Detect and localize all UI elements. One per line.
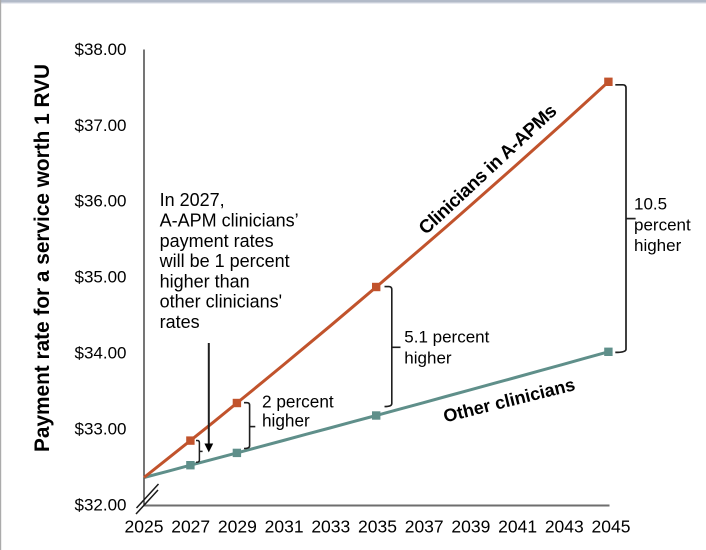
svg-text:2025: 2025 [125, 517, 164, 537]
svg-text:higher: higher [404, 348, 452, 367]
svg-text:$32.00: $32.00 [75, 495, 127, 514]
svg-text:$38.00: $38.00 [75, 40, 127, 59]
svg-text:Payment rate for a service wor: Payment rate for a service worth 1 RVU [31, 64, 54, 452]
svg-text:$33.00: $33.00 [75, 419, 127, 438]
svg-text:2033: 2033 [311, 517, 350, 537]
svg-text:higher: higher [262, 411, 310, 431]
svg-text:2045: 2045 [592, 517, 631, 537]
svg-text:2041: 2041 [498, 517, 537, 537]
svg-text:2029: 2029 [218, 517, 257, 537]
svg-text:2031: 2031 [265, 517, 304, 537]
svg-text:2027: 2027 [171, 517, 210, 537]
svg-text:5.1 percent: 5.1 percent [404, 327, 489, 346]
svg-text:$35.00: $35.00 [75, 268, 127, 287]
svg-text:other clinicians': other clinicians' [160, 292, 283, 312]
svg-text:2043: 2043 [545, 517, 584, 537]
svg-text:percent: percent [634, 215, 691, 234]
svg-text:2035: 2035 [358, 517, 397, 537]
svg-text:2 percent: 2 percent [262, 391, 334, 411]
svg-text:2039: 2039 [451, 517, 490, 537]
svg-text:$37.00: $37.00 [75, 116, 127, 135]
svg-text:$34.00: $34.00 [75, 344, 127, 363]
svg-text:2037: 2037 [405, 517, 444, 537]
svg-text:higher than: higher than [160, 271, 250, 291]
svg-text:10.5: 10.5 [634, 195, 667, 214]
svg-text:will be 1 percent: will be 1 percent [159, 251, 290, 271]
svg-text:higher: higher [634, 236, 682, 255]
svg-text:$36.00: $36.00 [75, 192, 127, 211]
svg-text:In 2027,: In 2027, [160, 190, 225, 210]
svg-text:A-APM clinicians’: A-APM clinicians’ [160, 211, 299, 231]
svg-text:payment rates: payment rates [160, 231, 274, 251]
svg-text:rates: rates [160, 312, 200, 332]
